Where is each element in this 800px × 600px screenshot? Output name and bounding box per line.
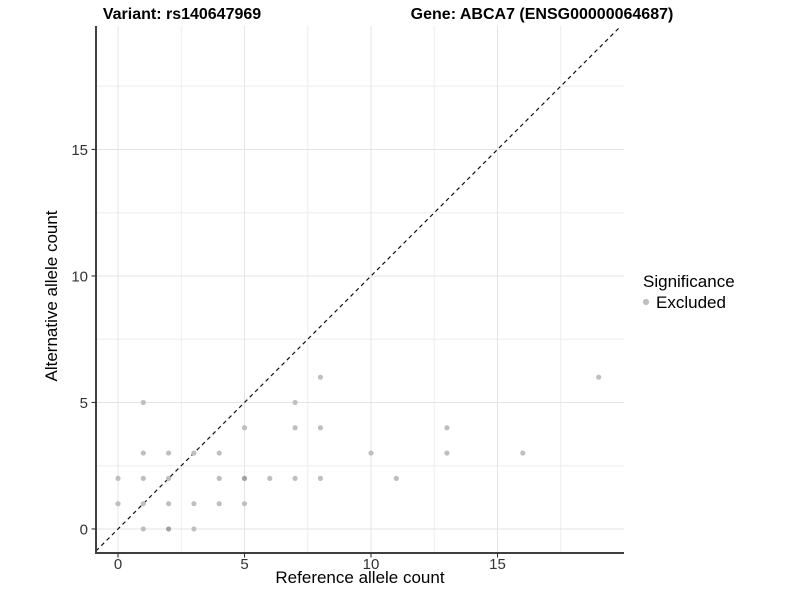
y-axis-ticks: 0 5 10 15 xyxy=(71,142,96,538)
data-point xyxy=(191,526,197,532)
y-tick-label: 15 xyxy=(71,142,88,159)
data-point xyxy=(267,475,273,481)
scatter-points xyxy=(115,374,602,532)
data-point xyxy=(140,399,146,406)
legend-marker-excluded-icon xyxy=(642,298,650,306)
data-point xyxy=(317,475,324,481)
y-tick-label: 0 xyxy=(80,521,88,538)
identity-line xyxy=(95,25,622,552)
legend: Significance Excluded xyxy=(642,272,735,312)
data-point xyxy=(166,526,172,532)
data-point xyxy=(115,475,121,481)
data-point xyxy=(444,425,450,431)
data-point xyxy=(166,450,172,456)
title-variant: Variant: rs140647969 xyxy=(103,6,261,23)
data-point xyxy=(368,450,374,456)
x-axis-title: Reference allele count xyxy=(275,568,444,587)
data-point xyxy=(292,475,298,481)
y-axis-title: Alternative allele count xyxy=(42,210,61,381)
data-point xyxy=(393,475,399,481)
data-point xyxy=(140,501,146,507)
x-tick-label: 10 xyxy=(363,556,380,573)
data-point xyxy=(115,501,121,507)
legend-label-excluded: Excluded xyxy=(656,293,726,312)
legend-title: Significance xyxy=(643,272,735,291)
data-point xyxy=(166,475,172,481)
data-point xyxy=(140,526,146,532)
x-tick-label: 15 xyxy=(489,556,506,573)
data-point xyxy=(191,450,197,456)
data-point xyxy=(520,450,526,456)
y-tick-label: 5 xyxy=(80,395,88,412)
data-point xyxy=(292,399,298,406)
gridlines-major xyxy=(96,26,624,553)
data-point xyxy=(241,501,248,507)
data-point xyxy=(444,450,450,456)
gridlines-minor xyxy=(96,26,624,553)
data-point xyxy=(140,475,146,481)
data-point xyxy=(191,501,197,507)
data-point xyxy=(166,501,172,507)
x-axis-ticks: 0 5 10 15 xyxy=(114,553,506,573)
data-point xyxy=(140,450,146,456)
data-point xyxy=(241,475,248,481)
data-point xyxy=(317,425,324,431)
data-point xyxy=(317,374,324,380)
data-point xyxy=(216,475,222,481)
data-point xyxy=(241,425,248,431)
data-point xyxy=(596,374,602,380)
plot-panel xyxy=(96,26,624,553)
data-point xyxy=(292,425,298,431)
y-tick-label: 10 xyxy=(71,268,88,285)
data-point xyxy=(216,450,222,456)
title-gene: Gene: ABCA7 (ENSG00000064687) xyxy=(411,6,674,23)
data-point xyxy=(216,501,222,507)
x-tick-label: 5 xyxy=(240,556,248,573)
x-tick-label: 0 xyxy=(114,556,122,573)
